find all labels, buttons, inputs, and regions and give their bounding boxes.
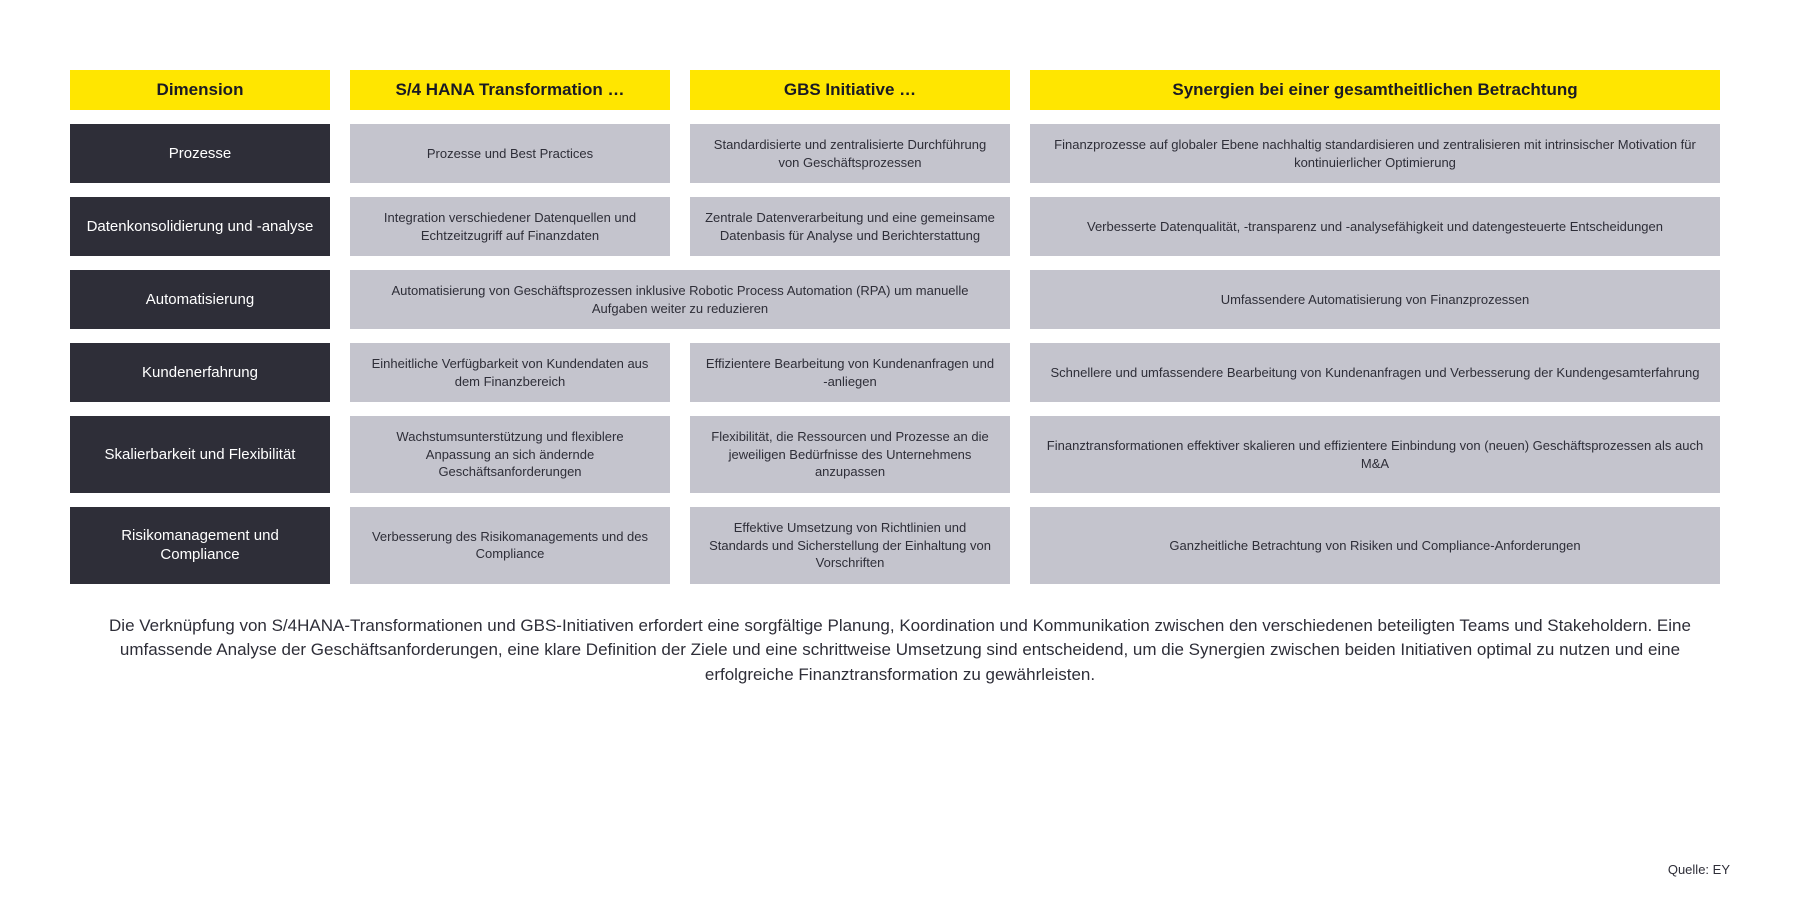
row-gbs: Flexibilität, die Ressourcen und Prozess… — [690, 416, 1010, 493]
row-syn: Umfassendere Automatisierung von Finanzp… — [1030, 270, 1720, 329]
row-dimension: Skalierbarkeit und Flexibilität — [70, 416, 330, 493]
row-syn: Ganzheitliche Betrachtung von Risiken un… — [1030, 507, 1720, 584]
row-gbs: Standardisierte und zentralisierte Durch… — [690, 124, 1010, 183]
row-gbs: Effizientere Bearbeitung von Kundenanfra… — [690, 343, 1010, 402]
row-syn: Finanzprozesse auf globaler Ebene nachha… — [1030, 124, 1720, 183]
row-dimension: Datenkonsolidierung und -analyse — [70, 197, 330, 256]
row-dimension: Automatisierung — [70, 270, 330, 329]
header-gbs: GBS Initiative … — [690, 70, 1010, 110]
row-dimension: Risikomanagement und Compliance — [70, 507, 330, 584]
row-merged: Automatisierung von Geschäftsprozessen i… — [350, 270, 1010, 329]
row-syn: Verbesserte Datenqualität, -transparenz … — [1030, 197, 1720, 256]
row-s4: Verbesserung des Risikomanagements und d… — [350, 507, 670, 584]
row-s4: Integration verschiedener Datenquellen u… — [350, 197, 670, 256]
header-synergy: Synergien bei einer gesamtheitlichen Bet… — [1030, 70, 1720, 110]
row-syn: Schnellere und umfassendere Bearbeitung … — [1030, 343, 1720, 402]
source-label: Quelle: EY — [1668, 862, 1730, 877]
header-dimension: Dimension — [70, 70, 330, 110]
row-gbs: Effektive Umsetzung von Richtlinien und … — [690, 507, 1010, 584]
row-gbs: Zentrale Datenverarbeitung und eine geme… — [690, 197, 1010, 256]
row-s4: Prozesse und Best Practices — [350, 124, 670, 183]
row-s4: Wachstumsunterstützung und flexiblere An… — [350, 416, 670, 493]
row-syn: Finanztransformationen effektiver skalie… — [1030, 416, 1720, 493]
row-s4: Einheitliche Verfügbarkeit von Kundendat… — [350, 343, 670, 402]
summary-text: Die Verknüpfung von S/4HANA-Transformati… — [70, 614, 1730, 688]
row-dimension: Kundenerfahrung — [70, 343, 330, 402]
comparison-table: Dimension S/4 HANA Transformation … GBS … — [70, 70, 1730, 584]
row-dimension: Prozesse — [70, 124, 330, 183]
header-s4hana: S/4 HANA Transformation … — [350, 70, 670, 110]
